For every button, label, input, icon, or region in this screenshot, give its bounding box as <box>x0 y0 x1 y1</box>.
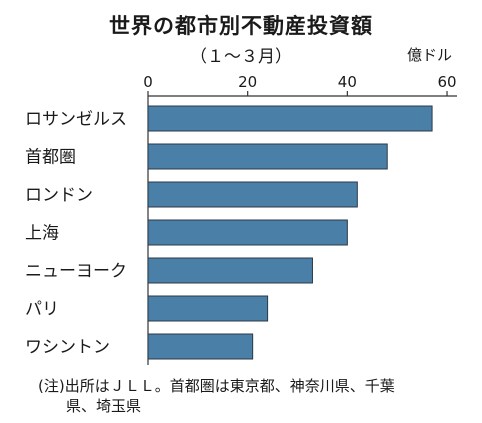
category-label: ロサンゼルス <box>25 110 127 130</box>
x-tick-label: 20 <box>238 73 257 91</box>
unit-label: 億ドル <box>406 46 452 64</box>
bar <box>147 295 269 322</box>
category-label: パリ <box>25 300 59 320</box>
bar <box>147 143 388 170</box>
category-label: ワシントン <box>25 338 110 358</box>
footnote-line-2: 県、埼玉県 <box>66 397 142 415</box>
bar <box>147 219 348 246</box>
category-label: 上海 <box>25 224 59 244</box>
x-tick-label: 40 <box>338 73 357 91</box>
x-tick-label: 0 <box>143 73 153 91</box>
footnote-line-1: (注)出所はＪＬＬ。首都圏は東京都、神奈川県、千葉 <box>38 377 395 395</box>
chart-title: 世界の都市別不動産投資額 <box>109 14 373 38</box>
chart-subtitle: （１～３月） <box>190 47 292 67</box>
bar <box>147 333 254 360</box>
category-label: ニューヨーク <box>25 262 127 282</box>
x-tick-label: 60 <box>437 73 456 91</box>
footnote: (注)出所はＪＬＬ。首都圏は東京都、神奈川県、千葉 県、埼玉県 <box>38 376 468 416</box>
category-label: 首都圏 <box>25 148 76 168</box>
bar <box>147 105 433 132</box>
bar <box>147 257 313 284</box>
bar <box>147 181 358 208</box>
category-label: ロンドン <box>25 186 93 206</box>
